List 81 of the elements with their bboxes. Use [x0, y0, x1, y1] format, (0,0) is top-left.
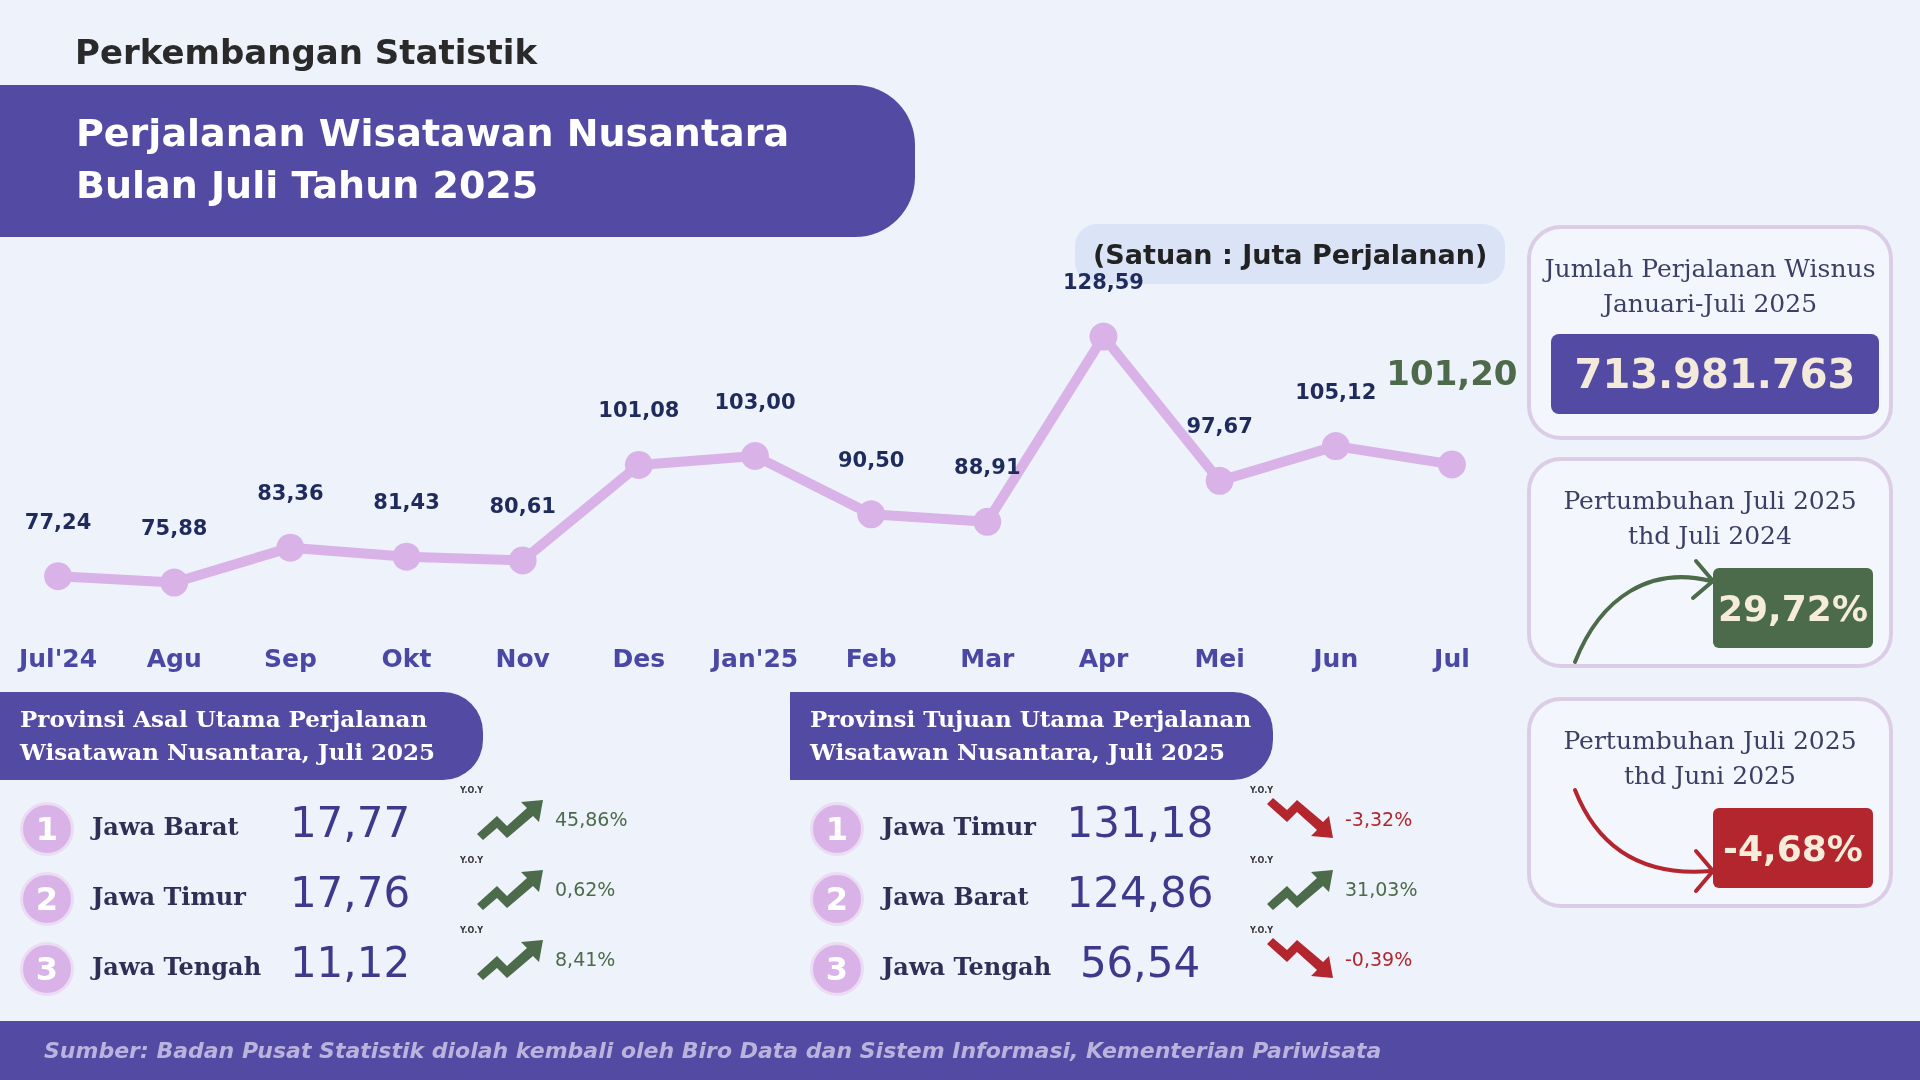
x-tick-label: Agu: [146, 644, 202, 673]
point: [973, 507, 1002, 536]
text: 3: [20, 942, 74, 996]
data-label: 103,00: [714, 389, 796, 414]
data-label: 83,36: [257, 481, 324, 506]
text: Pertumbuhan Juli 2025 thd Juli 2024: [1562, 485, 1858, 552]
point: [1089, 322, 1118, 351]
point: [160, 568, 189, 597]
text: 17,77: [288, 798, 412, 847]
data-label: 128,59: [1062, 270, 1144, 295]
point: [1437, 450, 1466, 479]
data-label: 101,08: [598, 398, 680, 423]
point: [1321, 432, 1350, 461]
x-tick-label: Jan'25: [709, 644, 799, 673]
text: 131,18: [1065, 798, 1215, 847]
data-label: 105,12: [1295, 379, 1377, 404]
text: Sumber: Badan Pusat Statistik diolah kembali oleh Biro Data dan Sistem Informasi, Kementerian Pariwisata: [44, 1038, 1382, 1063]
point: [276, 533, 305, 562]
point: [624, 450, 653, 479]
x-tick-label: Mei: [1194, 644, 1245, 673]
text: Y.O.Y: [460, 856, 483, 865]
text: Y.O.Y: [460, 926, 483, 935]
chart-title: Perjalanan Wisatawan Nusantara Bulan Juli Tahun 2025: [0, 85, 915, 237]
chart-subtitle: Perkembangan Statistik: [75, 32, 538, 72]
x-tick-label: Mar: [960, 644, 1016, 673]
text: Y.O.Y: [460, 786, 483, 795]
data-label: 77,24: [24, 509, 92, 534]
x-tick-label: Okt: [381, 644, 432, 673]
text: Jawa Timur: [882, 812, 1036, 841]
text: Jawa Tengah: [92, 952, 262, 981]
text: 2: [20, 872, 74, 926]
text: 56,54: [1079, 938, 1201, 987]
x-tick-label: Nov: [495, 644, 550, 673]
text: Provinsi Asal Utama Perjalanan Wisatawan Nusantara, Juli 2025: [0, 692, 483, 780]
text: 45,86%: [555, 808, 628, 830]
text: Jumlah Perjalanan Wisnus Januari-Juli 2025: [1541, 253, 1877, 320]
text: Jawa Barat: [882, 882, 1029, 911]
text: (Satuan : Juta Perjalanan): [1093, 238, 1488, 270]
text: Pertumbuhan Juli 2025 thd Juni 2025: [1562, 725, 1858, 792]
text: -3,32%: [1345, 808, 1413, 830]
data-label: 81,43: [373, 490, 440, 515]
point: [1205, 466, 1234, 495]
text: 2: [810, 872, 864, 926]
point: [392, 542, 421, 571]
x-tick-label: Jun: [1311, 644, 1359, 673]
point: [44, 562, 73, 591]
data-label: 90,50: [837, 447, 905, 472]
text: 0,62%: [555, 878, 616, 900]
text: 31,03%: [1345, 878, 1418, 900]
text: Y.O.Y: [1250, 786, 1273, 795]
data-label: 101,20: [1386, 353, 1518, 394]
text: Provinsi Tujuan Utama Perjalanan Wisatawan Nusantara, Juli 2025: [790, 692, 1273, 780]
text: 1: [810, 802, 864, 856]
text: 29,72%: [1713, 568, 1873, 648]
x-tick-label: Feb: [845, 644, 897, 673]
point: [857, 500, 886, 529]
text: 713.981.763: [1551, 334, 1879, 414]
text: -4,68%: [1713, 808, 1873, 888]
text: 124,86: [1065, 868, 1215, 917]
text: 8,41%: [555, 948, 616, 970]
x-tick-label: Sep: [263, 644, 317, 673]
data-label: 75,88: [141, 516, 208, 541]
text: Jawa Timur: [92, 882, 246, 911]
data-label: 80,61: [489, 493, 556, 518]
x-tick-label: Jul'24: [17, 644, 98, 673]
text: Jawa Tengah: [882, 952, 1052, 981]
text: Y.O.Y: [1250, 856, 1273, 865]
text: -0,39%: [1345, 948, 1413, 970]
text: 1: [20, 802, 74, 856]
text: 17,76: [288, 868, 412, 917]
data-label: 88,91: [954, 455, 1021, 480]
text: Y.O.Y: [1250, 926, 1273, 935]
x-tick-label: Jul: [1432, 644, 1470, 673]
text: 3: [810, 942, 864, 996]
data-label: 97,67: [1186, 414, 1253, 439]
x-tick-label: Des: [612, 644, 666, 673]
text: Jawa Barat: [92, 812, 239, 841]
point: [741, 442, 769, 470]
text: 11,12: [289, 938, 411, 987]
point: [508, 546, 537, 575]
x-tick-label: Apr: [1078, 644, 1129, 673]
